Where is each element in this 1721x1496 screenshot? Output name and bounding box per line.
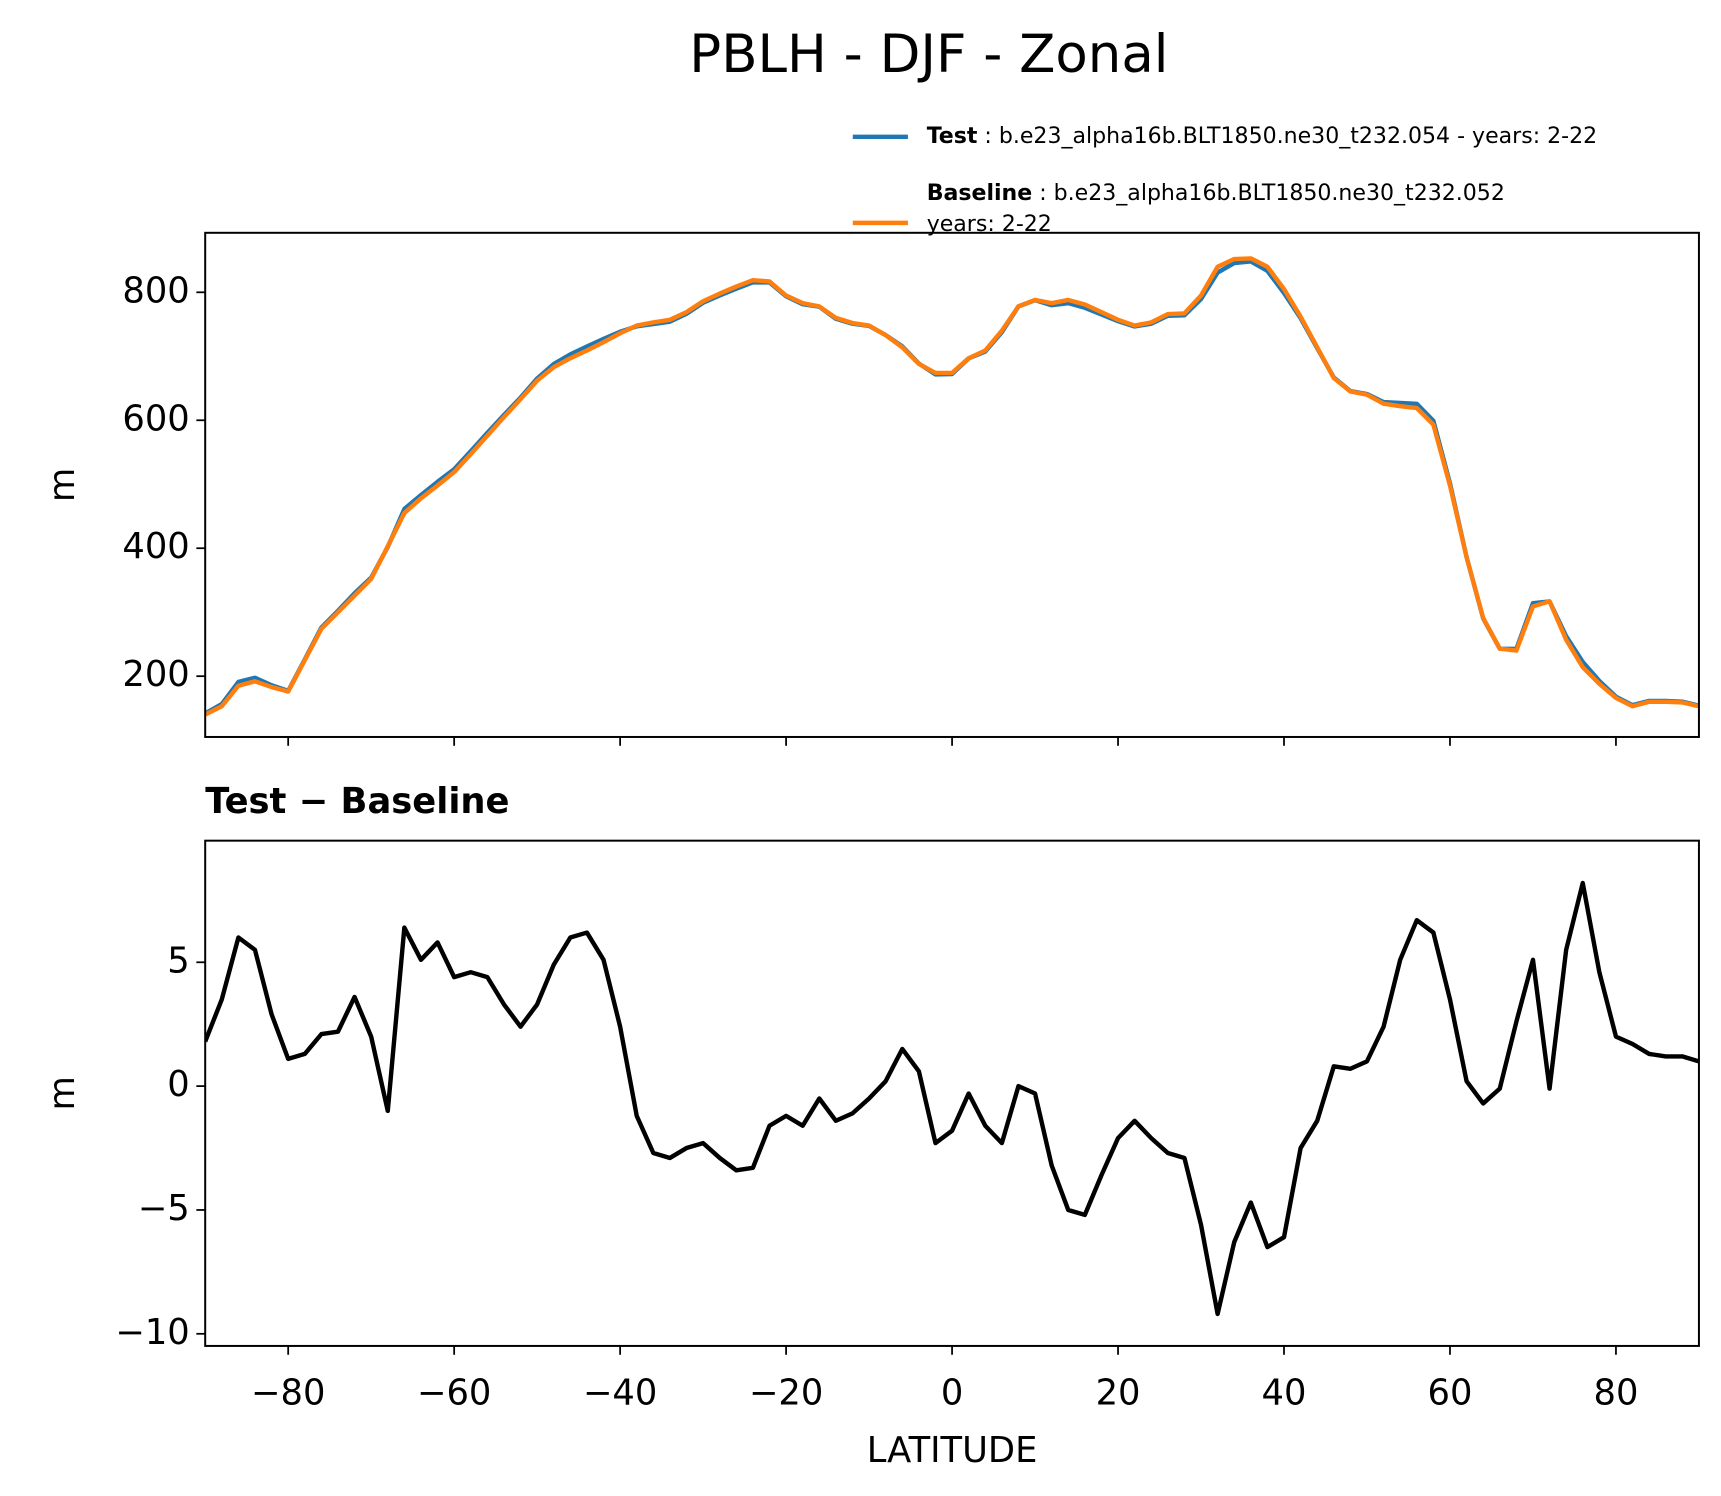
legend-text: years: 2-22 [927,212,1052,237]
y-tick-label: −10 [115,1312,189,1353]
x-tick-label: −20 [749,1372,824,1413]
legend-label: Baseline : b.e23_alpha16b.BLT1850.ne30_t… [927,181,1505,206]
y-axis-label: m [42,1076,83,1110]
y-tick-label: 600 [122,398,189,439]
legend-name: Test [927,124,978,149]
x-tick-label: 60 [1428,1372,1473,1413]
legend-label: Test : b.e23_alpha16b.BLT1850.ne30_t232.… [927,124,1598,149]
series-line [205,259,1699,716]
y-tick-label: −5 [138,1188,190,1229]
y-axis-label: m [42,468,83,502]
x-tick-label: 20 [1096,1372,1141,1413]
y-tick-label: 400 [122,526,189,567]
x-tick-label: −60 [417,1372,492,1413]
x-tick-label: −40 [583,1372,658,1413]
series-line [205,256,1699,717]
y-tick-label: 0 [167,1064,189,1105]
series-line [205,880,1699,1317]
figure-title: PBLH - DJF - Zonal [689,24,1168,85]
legend-text: : b.e23_alpha16b.BLT1850.ne30_t232.052 [1032,181,1505,206]
legend-text: : b.e23_alpha16b.BLT1850.ne30_t232.054 -… [977,124,1597,149]
y-tick-label: 200 [122,654,189,695]
axes-title: Test − Baseline [205,781,509,822]
x-tick-label: 0 [941,1372,963,1413]
x-tick-label: 80 [1593,1372,1638,1413]
y-tick-label: 800 [122,270,189,311]
y-tick-label: 5 [167,940,189,981]
x-tick-label: −80 [251,1372,325,1413]
x-tick-label: 40 [1262,1372,1307,1413]
legend-label: years: 2-22 [927,212,1052,237]
legend-name: Baseline [927,181,1033,206]
axes-frame [204,231,1700,738]
x-axis-label: LATITUDE [867,1430,1038,1471]
axes-frame [204,839,1700,1347]
